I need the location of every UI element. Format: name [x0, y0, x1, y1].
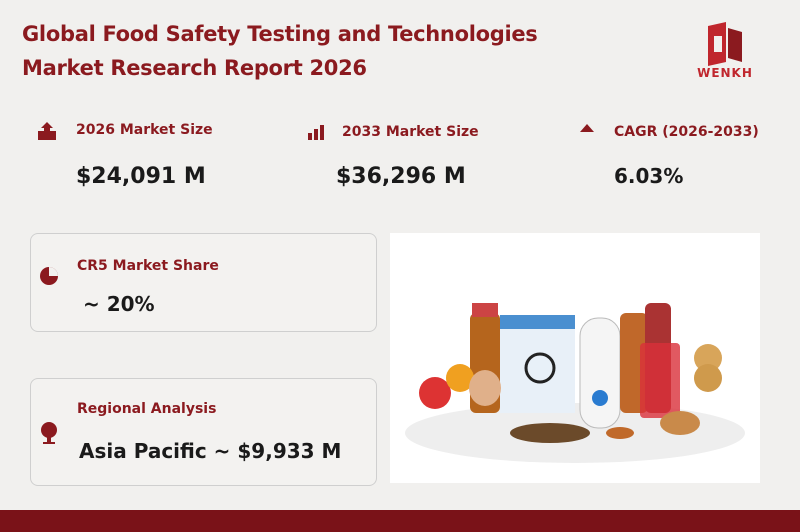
- stat-icon: [38, 122, 56, 140]
- product-image: [390, 233, 760, 483]
- title-line: Global Food Safety Testing and Technolog…: [22, 22, 538, 46]
- logo-icon: [708, 22, 742, 66]
- card-value: ~ 20%: [83, 292, 155, 316]
- stat-label: CAGR (2026-2033): [614, 124, 759, 140]
- stat-icon: [580, 124, 594, 132]
- footer-band: [0, 510, 800, 532]
- logo-text: WENKH: [697, 66, 753, 80]
- card-value: Asia Pacific ~ $9,933 M: [79, 439, 342, 463]
- stat-value: $24,091 M: [76, 164, 206, 189]
- card-label: Regional Analysis: [77, 401, 217, 417]
- stat-value: 6.03%: [614, 164, 684, 188]
- card: CR5 Market Share ~ 20%: [30, 233, 377, 332]
- card: Regional Analysis Asia Pacific ~ $9,933 …: [30, 378, 377, 486]
- stat-label: 2033 Market Size: [342, 124, 479, 140]
- stat-icon: [308, 125, 324, 140]
- card-icon: [40, 267, 58, 285]
- stat-label: 2026 Market Size: [76, 122, 213, 138]
- card-icon: [41, 422, 57, 444]
- title-line: Market Research Report 2026: [22, 56, 367, 80]
- card-label: CR5 Market Share: [77, 258, 219, 274]
- stat-value: $36,296 M: [336, 164, 466, 189]
